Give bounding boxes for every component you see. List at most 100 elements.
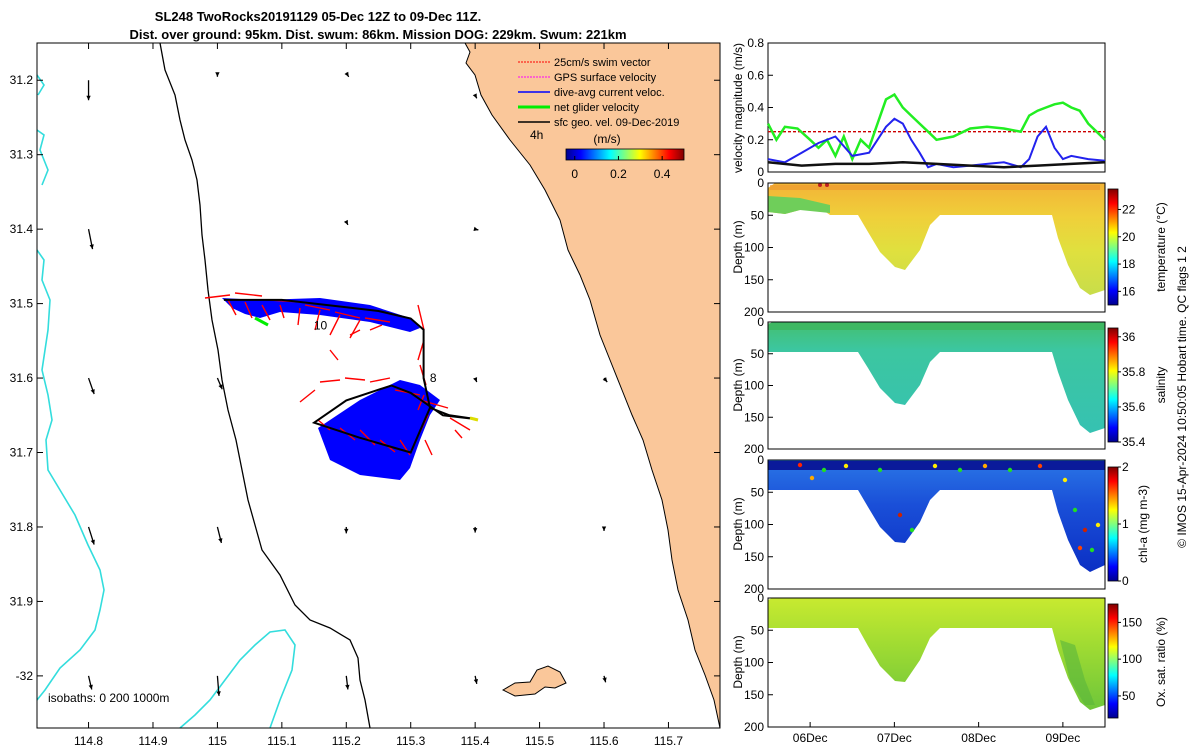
sfc-geo-vector-head xyxy=(602,377,608,383)
chl-ylabel: Depth (m) xyxy=(731,497,745,550)
map-xtick-label: 115.1 xyxy=(267,734,296,748)
map-axes-box xyxy=(36,42,721,729)
sfc-geo-vector-head xyxy=(344,71,349,77)
map-xtick-label: 115.2 xyxy=(332,734,361,748)
salinity-field xyxy=(768,322,1105,433)
map-xtick-label: 115.5 xyxy=(525,734,554,748)
oxygen-ytick-label: 0 xyxy=(757,591,764,605)
chl-cb-label: chl-a (mg m-3) xyxy=(1136,485,1150,563)
chl-dot xyxy=(797,462,803,468)
temperature-cb-tick-label: 16 xyxy=(1122,284,1136,298)
temperature-warm-patch xyxy=(818,183,822,187)
map-ytick-label: 31.2 xyxy=(10,73,34,87)
oxygen-cb-tick-label: 100 xyxy=(1122,652,1142,666)
temperature-warm-patch xyxy=(825,183,829,187)
temperature-ytick-label: 0 xyxy=(757,176,764,190)
waypoint-label: 8 xyxy=(430,371,437,385)
temperature-cb-tick-label: 20 xyxy=(1122,230,1136,244)
oxygen-cb-tick-label: 50 xyxy=(1122,689,1136,703)
sfc-geo-vector-head xyxy=(86,95,91,101)
chl-dot xyxy=(909,527,915,533)
chl-colorbar xyxy=(1107,466,1119,582)
chl-dot xyxy=(1037,463,1043,469)
chl-dot xyxy=(809,475,815,481)
chl-ytick-label: 100 xyxy=(744,518,764,532)
chl-dot xyxy=(982,463,988,469)
net-velocity-segment xyxy=(254,316,269,327)
temperature-ytick-label: 150 xyxy=(744,273,764,287)
sfc-geo-vector-head xyxy=(345,684,350,690)
sfc-geo-vector-head xyxy=(601,526,607,531)
sfc-geo-vector-head xyxy=(218,384,223,390)
salinity-ytick-label: 150 xyxy=(744,410,764,424)
map-ytick-label: 31.4 xyxy=(10,222,34,236)
salinity-cb-tick-label: 35.8 xyxy=(1122,365,1146,379)
sfc-geo-vector-head xyxy=(89,244,94,250)
temperature-ylabel: Depth (m) xyxy=(731,220,745,273)
velocity-axes-box xyxy=(767,42,1106,173)
net-velocity-line xyxy=(766,92,1106,163)
title-line-2: Dist. over ground: 95km. Dist. swum: 86k… xyxy=(129,27,626,42)
chl-dot xyxy=(1077,545,1083,551)
chl-dot xyxy=(843,463,849,469)
sfc-geo-vector-head xyxy=(472,528,478,533)
map-colorbar xyxy=(565,148,685,161)
velocity-ytick-label: 0.6 xyxy=(747,68,764,82)
temperature-cold-layer xyxy=(768,196,830,214)
chl-dot xyxy=(877,467,883,473)
sfc-geo-vector-head xyxy=(344,528,349,534)
chl-cb-tick-label: 2 xyxy=(1122,460,1129,474)
map-xtick-label: 115.7 xyxy=(654,734,683,748)
waypoint-label: 10 xyxy=(314,319,328,333)
chl-dot xyxy=(932,463,938,469)
map-ytick-label: 31.9 xyxy=(10,594,34,608)
oxygen-ytick-label: 200 xyxy=(744,720,764,734)
chl-field xyxy=(768,460,1105,572)
chl-cb-tick-label: 1 xyxy=(1122,517,1129,531)
salinity-ytick-label: 200 xyxy=(744,442,764,456)
sfc-velocity-line xyxy=(767,161,1106,169)
map-ytick-label: 31.6 xyxy=(10,371,34,385)
temperature-warm-band xyxy=(770,185,1100,190)
chl-ytick-label: 200 xyxy=(744,582,764,596)
time-marker-label: 4h xyxy=(530,128,543,142)
chl-ytick-label: 150 xyxy=(744,550,764,564)
chl-dot xyxy=(821,467,827,473)
current-velocity-line xyxy=(767,117,1106,169)
sfc-geo-vector-head xyxy=(473,226,479,231)
footer-credit: © IMOS 15-Apr-2024 10:50:05 Hobart time.… xyxy=(1175,246,1189,548)
oxygen-ytick-label: 50 xyxy=(751,623,765,637)
legend-entry: dive-avg current veloc. xyxy=(554,87,665,99)
chl-dot xyxy=(1007,467,1013,473)
oxygen-ytick-label: 150 xyxy=(744,688,764,702)
salinity-cb-tick-label: 35.6 xyxy=(1122,400,1146,414)
sfc-geo-vector-head xyxy=(216,691,221,696)
time-xtick-label: 06Dec xyxy=(793,731,828,745)
velocity-ytick-label: 0.2 xyxy=(747,133,764,147)
oxygen-cb-label: Ox. sat. ratio (%) xyxy=(1154,617,1168,707)
island-rottnest xyxy=(501,665,567,697)
net-velocity-tip xyxy=(469,416,479,422)
track-group xyxy=(204,292,479,480)
sfc-geo-vector-head xyxy=(218,538,223,543)
chl-dot xyxy=(957,467,963,473)
sfc-geo-vectors xyxy=(86,71,608,696)
temperature-colorbar xyxy=(1107,188,1119,306)
sfc-geo-vector-head xyxy=(90,539,95,545)
sfc-geo-vector-head xyxy=(473,377,478,383)
chl-dot xyxy=(1089,547,1095,553)
salinity-cb-tick-label: 35.4 xyxy=(1122,435,1146,449)
map-ytick-label: -32 xyxy=(16,669,34,683)
map-colorbar-tick-label: 0.2 xyxy=(610,167,627,181)
map-xtick-label: 114.9 xyxy=(138,734,167,748)
chl-dots xyxy=(797,462,1101,553)
salinity-panel: 35.4 35.6 35.8 36 salinity Depth (m) 0 5… xyxy=(731,315,1168,456)
salinity-ytick-label: 100 xyxy=(744,379,764,393)
title-line-1: SL248 TwoRocks20191129 05-Dec 12Z to 09-… xyxy=(155,9,481,24)
velocity-lines xyxy=(766,92,1106,169)
velocity-ylabel: velocity magnitude (m/s) xyxy=(731,43,745,173)
chl-ytick-label: 0 xyxy=(757,453,764,467)
map-ytick-label: 31.8 xyxy=(10,520,34,534)
temperature-ytick-label: 200 xyxy=(744,305,764,319)
